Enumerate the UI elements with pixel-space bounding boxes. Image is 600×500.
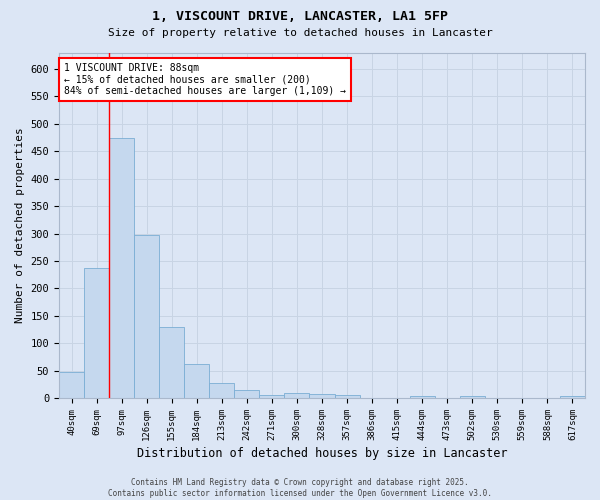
Bar [59,372,84,398]
Bar [184,364,209,398]
Bar [560,396,585,398]
Bar [235,390,259,398]
Text: 1 VISCOUNT DRIVE: 88sqm
← 15% of detached houses are smaller (200)
84% of semi-d: 1 VISCOUNT DRIVE: 88sqm ← 15% of detache… [64,63,346,96]
Bar [460,396,485,398]
Text: 1, VISCOUNT DRIVE, LANCASTER, LA1 5FP: 1, VISCOUNT DRIVE, LANCASTER, LA1 5FP [152,10,448,23]
Bar [84,268,109,398]
Bar [310,394,335,398]
Bar [159,327,184,398]
Bar [335,396,359,398]
Bar [134,235,159,398]
Bar [209,382,235,398]
Bar [284,393,310,398]
Bar [109,138,134,398]
Bar [259,395,284,398]
X-axis label: Distribution of detached houses by size in Lancaster: Distribution of detached houses by size … [137,447,507,460]
Text: Size of property relative to detached houses in Lancaster: Size of property relative to detached ho… [107,28,493,38]
Text: Contains HM Land Registry data © Crown copyright and database right 2025.
Contai: Contains HM Land Registry data © Crown c… [108,478,492,498]
Y-axis label: Number of detached properties: Number of detached properties [15,128,25,323]
Bar [410,396,435,398]
